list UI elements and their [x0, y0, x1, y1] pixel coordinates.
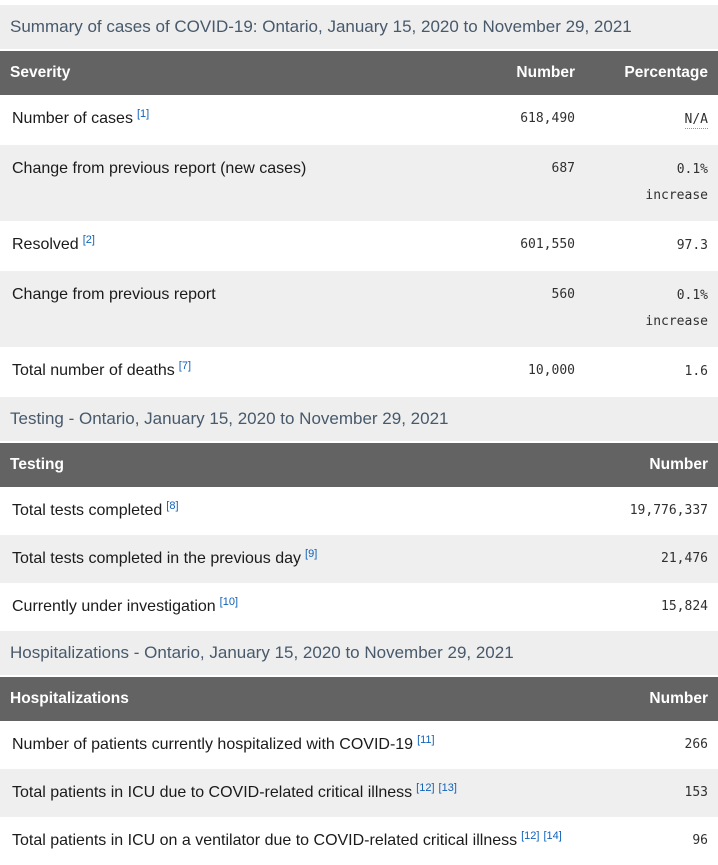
table-row: Number of cases [1] 618,490 N/A [0, 95, 718, 145]
footnote-superscript: [14] [543, 830, 561, 842]
table-row: Total number of deaths [7] 10,000 1.6 [0, 347, 718, 397]
column-header-testing: Testing [0, 443, 585, 487]
row-label-text: Total patients in ICU on a ventilator du… [12, 832, 518, 849]
testing-table-caption: Testing - Ontario, January 15, 2020 to N… [0, 397, 718, 441]
row-label-text: Resolved [12, 236, 79, 253]
row-label-text: Number of patients currently hospitalize… [12, 736, 414, 753]
row-label-text: Total tests completed in the previous da… [12, 550, 302, 567]
row-label-text: Total tests completed [12, 502, 163, 519]
cases-table-body: Number of cases [1] 618,490 N/A Change from … [0, 95, 718, 397]
hospitalizations-table-header-row: Hospitalizations Number [0, 677, 718, 721]
number-value: 15,824 [661, 599, 708, 614]
table-row: Total patients in ICU due to COVID-relat… [0, 769, 718, 817]
percentage-value: N/A [585, 95, 718, 145]
column-header-number: Number [585, 677, 718, 721]
row-label: Resolved [2] [0, 221, 452, 271]
footnote-superscript: [11] [417, 734, 435, 746]
column-header-number: Number [452, 51, 585, 95]
footnote-link[interactable]: [8] [166, 499, 179, 512]
row-label-text: Total number of deaths [12, 362, 175, 379]
cases-summary-section: Summary of cases of COVID-19: Ontario, J… [0, 5, 718, 397]
row-label: Total number of deaths [7] [0, 347, 452, 397]
footnote-superscript: [12] [521, 830, 539, 842]
testing-table-body: Total tests completed [8] 19,776,337 Total … [0, 487, 718, 631]
footnote-superscript: [8] [166, 500, 178, 512]
footnote-link[interactable]: [2] [82, 233, 95, 246]
number-value: 96 [692, 833, 708, 848]
not-applicable-abbr: N/A [684, 112, 708, 129]
cases-table-header-row: Severity Number Percentage [0, 51, 718, 95]
footnote-link[interactable]: [12] [521, 829, 540, 842]
footnote-link[interactable]: [7] [178, 359, 191, 372]
row-label: Change from previous report (new cases) [0, 145, 452, 221]
number-value: 560 [551, 287, 575, 302]
row-label: Total tests completed [8] [0, 487, 585, 535]
row-label-text: Change from previous report [12, 286, 216, 303]
footnote-superscript: [1] [137, 108, 149, 120]
table-row: Resolved [2] 601,550 97.3 [0, 221, 718, 271]
row-label-text: Total patients in ICU due to COVID-relat… [12, 784, 413, 801]
table-row: Total tests completed in the previous da… [0, 535, 718, 583]
percentage-value: 97.3 [676, 238, 708, 253]
row-label: Total patients in ICU on a ventilator du… [0, 817, 585, 865]
table-row: Change from previous report (new cases) 6… [0, 145, 718, 221]
row-label: Currently under investigation [10] [0, 583, 585, 631]
covid-summary-report: Summary of cases of COVID-19: Ontario, J… [0, 5, 718, 865]
cases-table-caption: Summary of cases of COVID-19: Ontario, J… [0, 5, 718, 49]
footnote-superscript: [10] [220, 596, 238, 608]
number-value: 601,550 [520, 237, 575, 252]
number-value: 618,490 [520, 111, 575, 126]
number-value: 687 [551, 161, 575, 176]
number-value: 153 [684, 785, 708, 800]
footnote-link[interactable]: [12] [416, 781, 435, 794]
hospitalizations-section: Hospitalizations - Ontario, January 15, … [0, 631, 718, 865]
row-label: Total tests completed in the previous da… [0, 535, 585, 583]
table-row: Total tests completed [8] 19,776,337 [0, 487, 718, 535]
number-value: 10,000 [528, 363, 575, 378]
cases-table: Severity Number Percentage Number of cas… [0, 51, 718, 397]
number-value: 21,476 [661, 551, 708, 566]
column-header-number: Number [585, 443, 718, 487]
hospitalizations-table-caption: Hospitalizations - Ontario, January 15, … [0, 631, 718, 675]
hospitalizations-table-body: Number of patients currently hospitalize… [0, 721, 718, 865]
footnote-link[interactable]: [11] [417, 733, 435, 746]
footnote-link[interactable]: [14] [543, 829, 562, 842]
hospitalizations-table: Hospitalizations Number Number of patien… [0, 677, 718, 865]
column-header-severity: Severity [0, 51, 452, 95]
column-header-percentage: Percentage [585, 51, 718, 95]
row-label: Change from previous report [0, 271, 452, 347]
footnote-superscript: [7] [179, 360, 191, 372]
table-row: Change from previous report 560 0.1% incre… [0, 271, 718, 347]
footnote-superscript: [9] [305, 548, 317, 560]
footnote-superscript: [13] [439, 782, 457, 794]
number-value: 19,776,337 [629, 503, 708, 518]
table-row: Currently under investigation [10] 15,824 [0, 583, 718, 631]
footnote-superscript: [2] [83, 234, 95, 246]
percentage-value: 1.6 [684, 364, 708, 379]
table-row: Number of patients currently hospitalize… [0, 721, 718, 769]
row-label: Number of patients currently hospitalize… [0, 721, 585, 769]
testing-table-header-row: Testing Number [0, 443, 718, 487]
footnote-superscript: [12] [416, 782, 434, 794]
percentage-value: 0.1% increase [645, 288, 708, 329]
percentage-value: 0.1% increase [645, 162, 708, 203]
column-header-hospitalizations: Hospitalizations [0, 677, 585, 721]
footnote-link[interactable]: [1] [136, 107, 150, 120]
row-label-text: Number of cases [12, 110, 133, 127]
testing-section: Testing - Ontario, January 15, 2020 to N… [0, 397, 718, 631]
testing-table: Testing Number Total tests completed [8] 1… [0, 443, 718, 631]
number-value: 266 [684, 737, 708, 752]
row-label-text: Change from previous report (new cases) [12, 160, 307, 177]
row-label: Number of cases [1] [0, 95, 452, 145]
table-row: Total patients in ICU on a ventilator du… [0, 817, 718, 865]
row-label: Total patients in ICU due to COVID-relat… [0, 769, 585, 817]
footnote-link[interactable]: [9] [305, 547, 318, 560]
row-label-text: Currently under investigation [12, 598, 216, 615]
footnote-link[interactable]: [10] [219, 595, 239, 608]
footnote-link[interactable]: [13] [438, 781, 457, 794]
